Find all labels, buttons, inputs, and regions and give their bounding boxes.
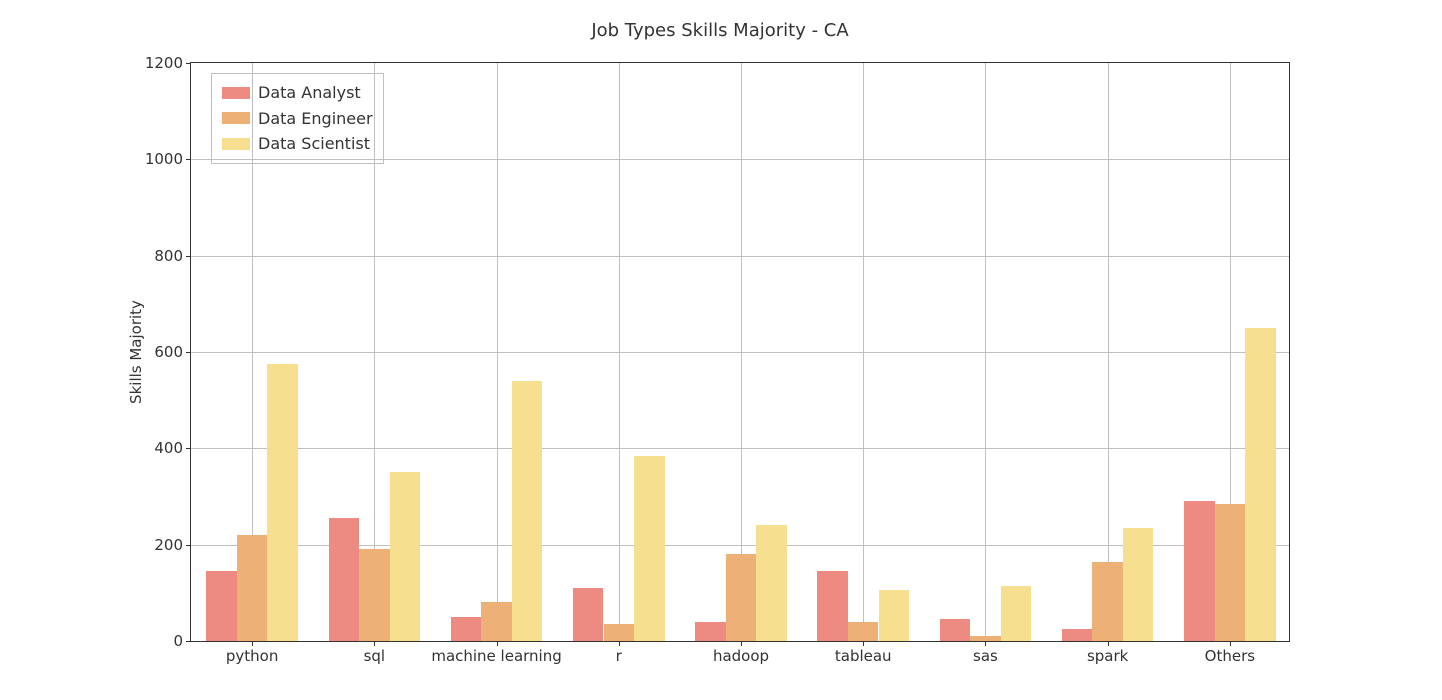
xtick-mark [374, 641, 375, 646]
xtick-label: tableau [835, 647, 892, 665]
xtick-mark [863, 641, 864, 646]
bar [634, 456, 665, 641]
ytick-mark [186, 159, 191, 160]
xtick-mark [619, 641, 620, 646]
legend-item: Data Scientist [222, 131, 373, 157]
ytick-label: 1200 [145, 54, 183, 72]
bar [970, 636, 1001, 641]
ytick-label: 1000 [145, 150, 183, 168]
xtick-mark [741, 641, 742, 646]
grid-line-v [1108, 63, 1109, 641]
xtick-label: sas [973, 647, 998, 665]
bar [1001, 586, 1032, 641]
legend-item: Data Analyst [222, 80, 373, 106]
bar [329, 518, 360, 641]
legend-swatch [222, 87, 250, 99]
bar [237, 535, 268, 641]
xtick-label: Others [1205, 647, 1255, 665]
bar [1123, 528, 1154, 641]
xtick-mark [252, 641, 253, 646]
bar [206, 571, 237, 641]
ytick-mark [186, 256, 191, 257]
bar [1092, 562, 1123, 641]
grid-line-v [863, 63, 864, 641]
grid-line-v [985, 63, 986, 641]
bar [1062, 629, 1093, 641]
bar [451, 617, 482, 641]
xtick-label: r [616, 647, 622, 665]
grid-line-h [191, 159, 1289, 160]
bar [481, 602, 512, 641]
legend-item: Data Engineer [222, 106, 373, 132]
plot-area: Skills Majority Data AnalystData Enginee… [190, 62, 1290, 642]
bar [267, 364, 298, 641]
legend-label: Data Engineer [258, 106, 373, 132]
bar [879, 590, 910, 641]
xtick-mark [497, 641, 498, 646]
grid-line-v [497, 63, 498, 641]
ytick-label: 600 [154, 343, 183, 361]
legend-swatch [222, 112, 250, 124]
grid-line-h [191, 448, 1289, 449]
bar [1184, 501, 1215, 641]
bar [940, 619, 971, 641]
bar [604, 624, 635, 641]
xtick-label: python [226, 647, 278, 665]
ytick-mark [186, 448, 191, 449]
legend: Data AnalystData EngineerData Scientist [211, 73, 384, 164]
ytick-mark [186, 63, 191, 64]
grid-line-h [191, 256, 1289, 257]
xtick-label: sql [364, 647, 386, 665]
bar [756, 525, 787, 641]
ytick-mark [186, 641, 191, 642]
ytick-label: 200 [154, 536, 183, 554]
xtick-mark [1108, 641, 1109, 646]
bar [695, 622, 726, 641]
bar [1245, 328, 1276, 641]
bar [817, 571, 848, 641]
ytick-label: 0 [173, 632, 183, 650]
bar [726, 554, 757, 641]
grid-line-h [191, 352, 1289, 353]
xtick-label: machine learning [431, 647, 561, 665]
xtick-mark [1230, 641, 1231, 646]
bar [390, 472, 421, 641]
bar [848, 622, 879, 641]
bar [359, 549, 390, 641]
bar [573, 588, 604, 641]
legend-swatch [222, 138, 250, 150]
xtick-label: spark [1087, 647, 1128, 665]
grid-line-v [619, 63, 620, 641]
ytick-label: 400 [154, 439, 183, 457]
y-axis-label: Skills Majority [127, 300, 145, 404]
xtick-mark [985, 641, 986, 646]
bar [512, 381, 543, 641]
ytick-mark [186, 545, 191, 546]
legend-label: Data Scientist [258, 131, 370, 157]
chart-title: Job Types Skills Majority - CA [120, 20, 1320, 41]
ytick-mark [186, 352, 191, 353]
legend-label: Data Analyst [258, 80, 361, 106]
ytick-label: 800 [154, 247, 183, 265]
xtick-label: hadoop [713, 647, 769, 665]
bar [1215, 504, 1246, 641]
chart-container: Job Types Skills Majority - CA Skills Ma… [120, 20, 1320, 700]
